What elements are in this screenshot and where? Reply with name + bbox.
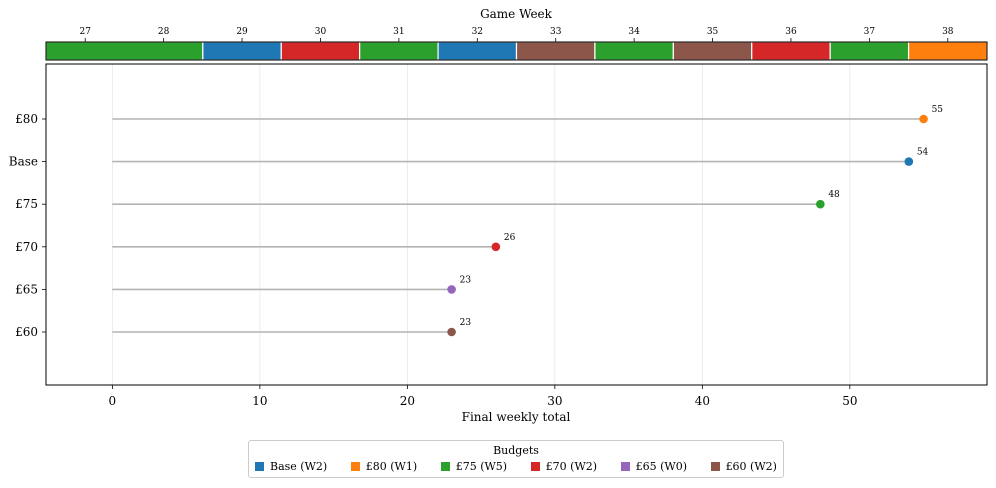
timeline-segment bbox=[45, 41, 204, 61]
x-axis-label: Final weekly total bbox=[462, 410, 571, 424]
x-tick-label: 20 bbox=[400, 394, 415, 408]
plot-frame bbox=[45, 63, 988, 386]
x-tick-label: 30 bbox=[547, 394, 562, 408]
timeline-segment bbox=[202, 41, 282, 61]
y-tick-label: Base bbox=[9, 155, 38, 169]
legend-label: £80 (W1) bbox=[365, 460, 418, 473]
timeline-segment bbox=[672, 41, 753, 61]
week-tick-label: 29 bbox=[236, 27, 248, 37]
timeline-segment bbox=[280, 41, 361, 61]
x-tick-label: 50 bbox=[842, 394, 857, 408]
legend-item: Base (W2) bbox=[255, 460, 327, 473]
x-tick-label: 40 bbox=[695, 394, 710, 408]
y-axis: £80 Base £75 £70 £65 £60 bbox=[9, 112, 46, 339]
value-label: 23 bbox=[460, 318, 472, 328]
week-tick-label: 33 bbox=[550, 27, 562, 37]
legend-swatch bbox=[255, 462, 264, 471]
x-tick-label: 10 bbox=[252, 394, 267, 408]
data-point bbox=[816, 199, 825, 209]
data-point bbox=[447, 327, 456, 337]
legend-swatch bbox=[350, 462, 360, 471]
legend-label: £60 (W2) bbox=[725, 460, 777, 473]
y-tick-label: £65 bbox=[15, 282, 38, 296]
legend-item: £80 (W1) bbox=[350, 460, 418, 473]
value-label: 55 bbox=[932, 105, 944, 115]
timeline-title: Game Week bbox=[480, 7, 553, 21]
legend-label: £65 (W0) bbox=[635, 460, 687, 473]
legend-swatch bbox=[710, 462, 720, 471]
legend-item: £60 (W2) bbox=[710, 460, 777, 473]
legend-title: Budgets bbox=[493, 444, 539, 457]
timeline-segment bbox=[907, 41, 988, 61]
value-label: 48 bbox=[828, 190, 840, 200]
x-tick-label: 0 bbox=[109, 394, 117, 408]
legend-item: £65 (W0) bbox=[620, 460, 687, 473]
legend-label: Base (W2) bbox=[270, 460, 328, 473]
x-axis: 0 10 20 30 40 50 bbox=[109, 385, 857, 408]
timeline-segment bbox=[437, 41, 518, 61]
week-tick-label: 31 bbox=[393, 27, 404, 37]
y-tick-label: £80 bbox=[15, 112, 38, 126]
timeline-segment bbox=[359, 41, 439, 61]
legend-swatch bbox=[530, 462, 540, 471]
legend-item: £75 (W5) bbox=[440, 460, 508, 473]
week-tick-label: 36 bbox=[785, 27, 797, 37]
data-point bbox=[447, 285, 456, 294]
timeline-segment bbox=[751, 41, 831, 61]
value-label: 26 bbox=[504, 233, 516, 243]
value-label: 23 bbox=[460, 275, 472, 285]
week-tick-label: 34 bbox=[628, 27, 640, 37]
week-tick-label: 38 bbox=[942, 27, 954, 37]
y-tick-label: £60 bbox=[15, 325, 38, 339]
timeline-axis: 27 28 29 30 31 32 33 34 35 36 37 38 bbox=[79, 27, 954, 42]
legend-item: £70 (W2) bbox=[530, 460, 598, 473]
data-point bbox=[919, 114, 928, 124]
grid bbox=[111, 64, 851, 385]
week-tick-label: 37 bbox=[864, 27, 876, 37]
stems bbox=[112, 118, 924, 333]
legend-items: Base (W2) £80 (W1) £75 (W5) £70 (W2) £65 (W0… bbox=[255, 460, 777, 473]
data-point bbox=[491, 242, 501, 252]
week-tick-label: 28 bbox=[158, 27, 170, 37]
data-point bbox=[904, 157, 914, 166]
legend: Budgets Base (W2) £80 (W1) £75 (W5) £70 (W2… bbox=[248, 440, 784, 478]
value-label: 54 bbox=[917, 148, 929, 158]
week-tick-label: 32 bbox=[472, 27, 483, 37]
week-tick-label: 35 bbox=[707, 27, 719, 37]
y-tick-label: £75 bbox=[15, 197, 38, 211]
y-tick-label: £70 bbox=[15, 240, 38, 254]
points: 55 54 48 26 23 23 bbox=[447, 105, 944, 337]
legend-swatch bbox=[620, 462, 630, 471]
legend-label: £75 (W5) bbox=[455, 460, 508, 473]
timeline-segment bbox=[515, 41, 596, 61]
timeline-segment bbox=[594, 41, 674, 61]
timeline-segment bbox=[829, 41, 910, 61]
legend-swatch bbox=[440, 462, 450, 471]
week-tick-label: 27 bbox=[79, 27, 91, 37]
timeline-strip bbox=[45, 41, 988, 61]
legend-label: £70 (W2) bbox=[545, 460, 598, 473]
timeline-frame bbox=[45, 41, 988, 61]
week-tick-label: 30 bbox=[315, 27, 327, 37]
